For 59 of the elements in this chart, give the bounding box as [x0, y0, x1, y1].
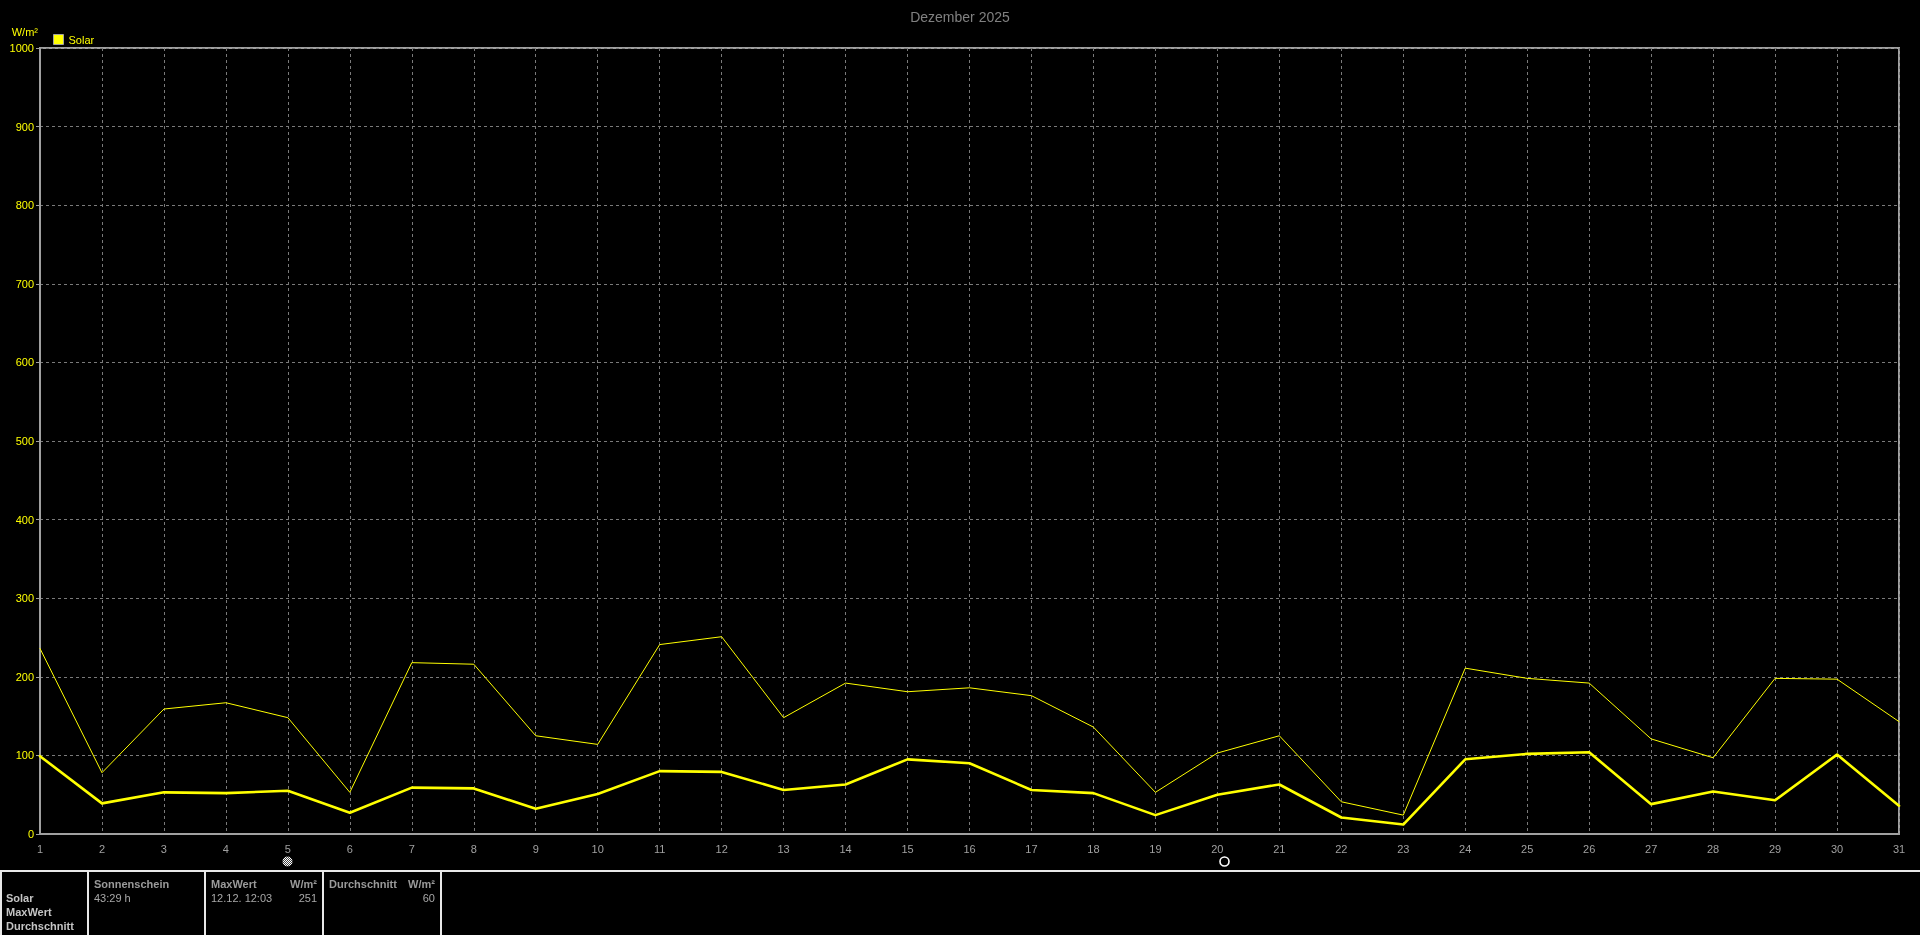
- x-tick-label: 13: [777, 842, 790, 855]
- y-tick-label: 0: [27, 828, 34, 840]
- x-tick-label: 30: [1830, 842, 1844, 855]
- x-tick-label: 2: [98, 842, 106, 855]
- y-tick-label: 800: [15, 199, 34, 212]
- y-tick-label: 100: [15, 749, 34, 762]
- text: MaxWert: [6, 906, 52, 919]
- x-tick-label: 26: [1583, 842, 1596, 855]
- x-tick-label: 8: [470, 842, 477, 855]
- x-tick-label: 7: [408, 842, 415, 855]
- text: 60: [422, 892, 435, 905]
- y-tick-label: 200: [15, 670, 34, 683]
- text: 43:29 h: [94, 892, 131, 905]
- x-tick-label: 20: [1211, 842, 1224, 855]
- x-tick-label: 12: [715, 842, 728, 855]
- chart-title: Dezember 2025: [910, 9, 1011, 25]
- x-tick-label: 4: [222, 842, 229, 855]
- x-tick-label: 28: [1706, 842, 1720, 855]
- text: 12.12. 12:03: [211, 892, 273, 905]
- text: Solar: [6, 892, 34, 905]
- x-tick-label: 6: [346, 842, 353, 855]
- y-tick-label: 500: [15, 435, 34, 447]
- y-tick-label: 600: [15, 356, 34, 369]
- x-tick-label: 27: [1645, 842, 1658, 855]
- x-tick-label: 3: [160, 842, 167, 855]
- text: 251: [298, 892, 317, 905]
- text: Durchschnitt: [329, 878, 397, 891]
- x-tick-label: 15: [901, 842, 914, 855]
- x-tick-label: 21: [1273, 842, 1286, 855]
- x-tick-label: 19: [1149, 842, 1162, 855]
- y-tick-label: 400: [15, 513, 34, 526]
- x-tick-label: 31: [1892, 842, 1906, 855]
- x-tick-label: 29: [1768, 842, 1782, 855]
- y-tick-label: 1000: [9, 42, 34, 54]
- text: W/m²: [408, 878, 435, 891]
- x-tick-label: 23: [1397, 842, 1410, 855]
- text: MaxWert: [211, 878, 257, 891]
- text: W/m²: [290, 878, 317, 891]
- x-tick-label: 25: [1521, 842, 1534, 855]
- x-tick-label: 10: [591, 842, 604, 855]
- line-series: [39, 636, 1900, 816]
- y-tick-label: 700: [15, 277, 34, 290]
- x-tick-label: 5: [284, 842, 291, 855]
- x-tick-label: 22: [1335, 842, 1348, 855]
- line-series: [38, 750, 1901, 826]
- y-tick-label: 900: [15, 120, 34, 133]
- text: Durchschnitt: [6, 920, 74, 933]
- text: Sonnenschein: [94, 878, 170, 891]
- y-axis-title: W/m²: [11, 25, 39, 38]
- x-tick-label: 11: [653, 842, 666, 855]
- legend-label: Solar: [68, 33, 95, 46]
- x-tick-label: 18: [1087, 842, 1100, 855]
- x-tick-label: 1: [36, 842, 44, 855]
- y-tick-label: 300: [15, 592, 34, 605]
- x-tick-label: 24: [1459, 842, 1472, 855]
- x-tick-label: 14: [839, 842, 852, 855]
- x-tick-label: 17: [1025, 842, 1038, 855]
- x-tick-label: 16: [963, 842, 976, 855]
- x-tick-label: 9: [532, 842, 539, 855]
